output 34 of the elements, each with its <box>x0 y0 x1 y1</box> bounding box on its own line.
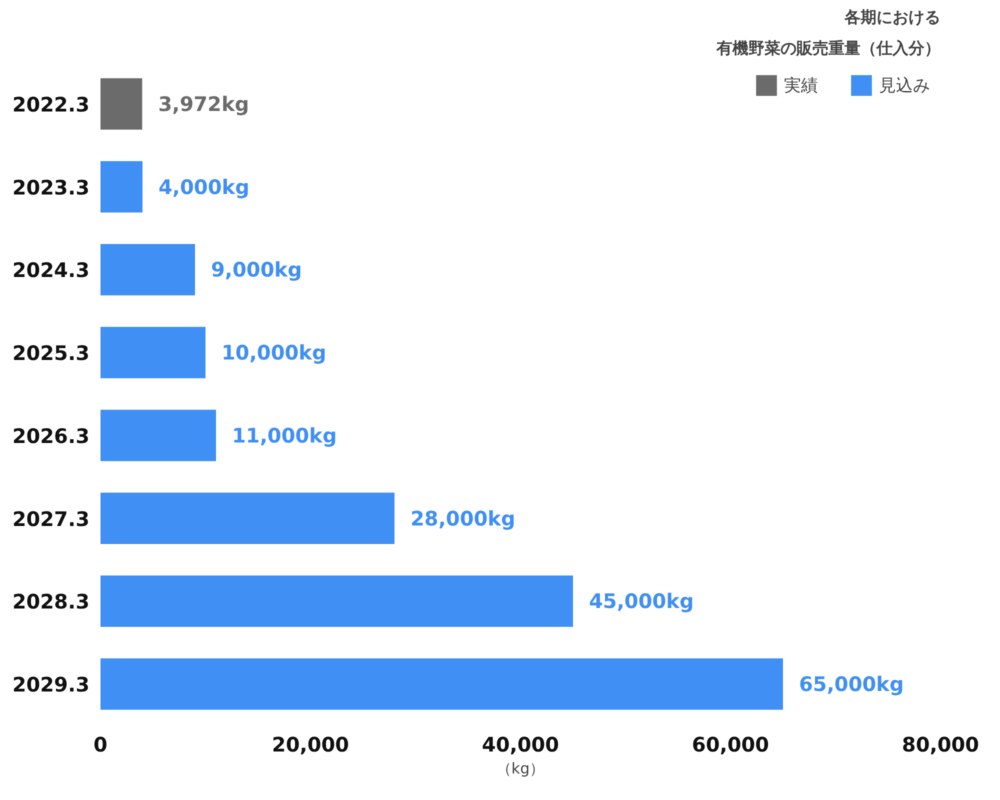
data-label: 65,000kg <box>799 672 904 696</box>
bar <box>100 410 216 462</box>
y-tick-label: 2023.3 <box>12 175 90 200</box>
bar <box>100 492 394 544</box>
bar <box>100 161 142 213</box>
bar <box>100 78 142 130</box>
y-tick-label: 2027.3 <box>12 506 90 531</box>
bar <box>100 658 783 710</box>
chart-subtitle: 有機野菜の販売重量（仕入分） <box>716 38 940 58</box>
data-label: 9,000kg <box>211 258 302 282</box>
data-label: 45,000kg <box>589 589 694 614</box>
data-label: 28,000kg <box>410 506 516 530</box>
x-tick-label: 0 <box>94 732 108 756</box>
y-tick-label: 2029.3 <box>12 672 90 697</box>
y-tick-label: 2028.3 <box>12 590 90 614</box>
y-tick-label: 2022.3 <box>12 92 90 116</box>
data-label: 10,000kg <box>222 340 326 365</box>
legend-label: 見込み <box>879 74 930 96</box>
x-tick-label: 20,000 <box>272 732 350 756</box>
legend-label: 実績 <box>784 74 818 96</box>
bar <box>100 244 195 296</box>
data-label: 3,972kg <box>158 92 250 116</box>
y-tick-label: 2024.3 <box>12 258 90 282</box>
x-axis-title: （kg） <box>496 760 545 778</box>
data-label: 11,000kg <box>232 423 337 448</box>
x-tick-label: 40,000 <box>482 732 560 756</box>
chart-title: 各期における <box>844 8 940 26</box>
bar <box>100 575 573 627</box>
x-tick-label: 60,000 <box>692 732 770 756</box>
bar <box>100 326 206 378</box>
y-tick-label: 2025.3 <box>12 341 90 366</box>
x-tick-label: 80,000 <box>902 732 980 756</box>
data-label: 4,000kg <box>158 174 250 199</box>
y-tick-label: 2026.3 <box>12 424 90 448</box>
